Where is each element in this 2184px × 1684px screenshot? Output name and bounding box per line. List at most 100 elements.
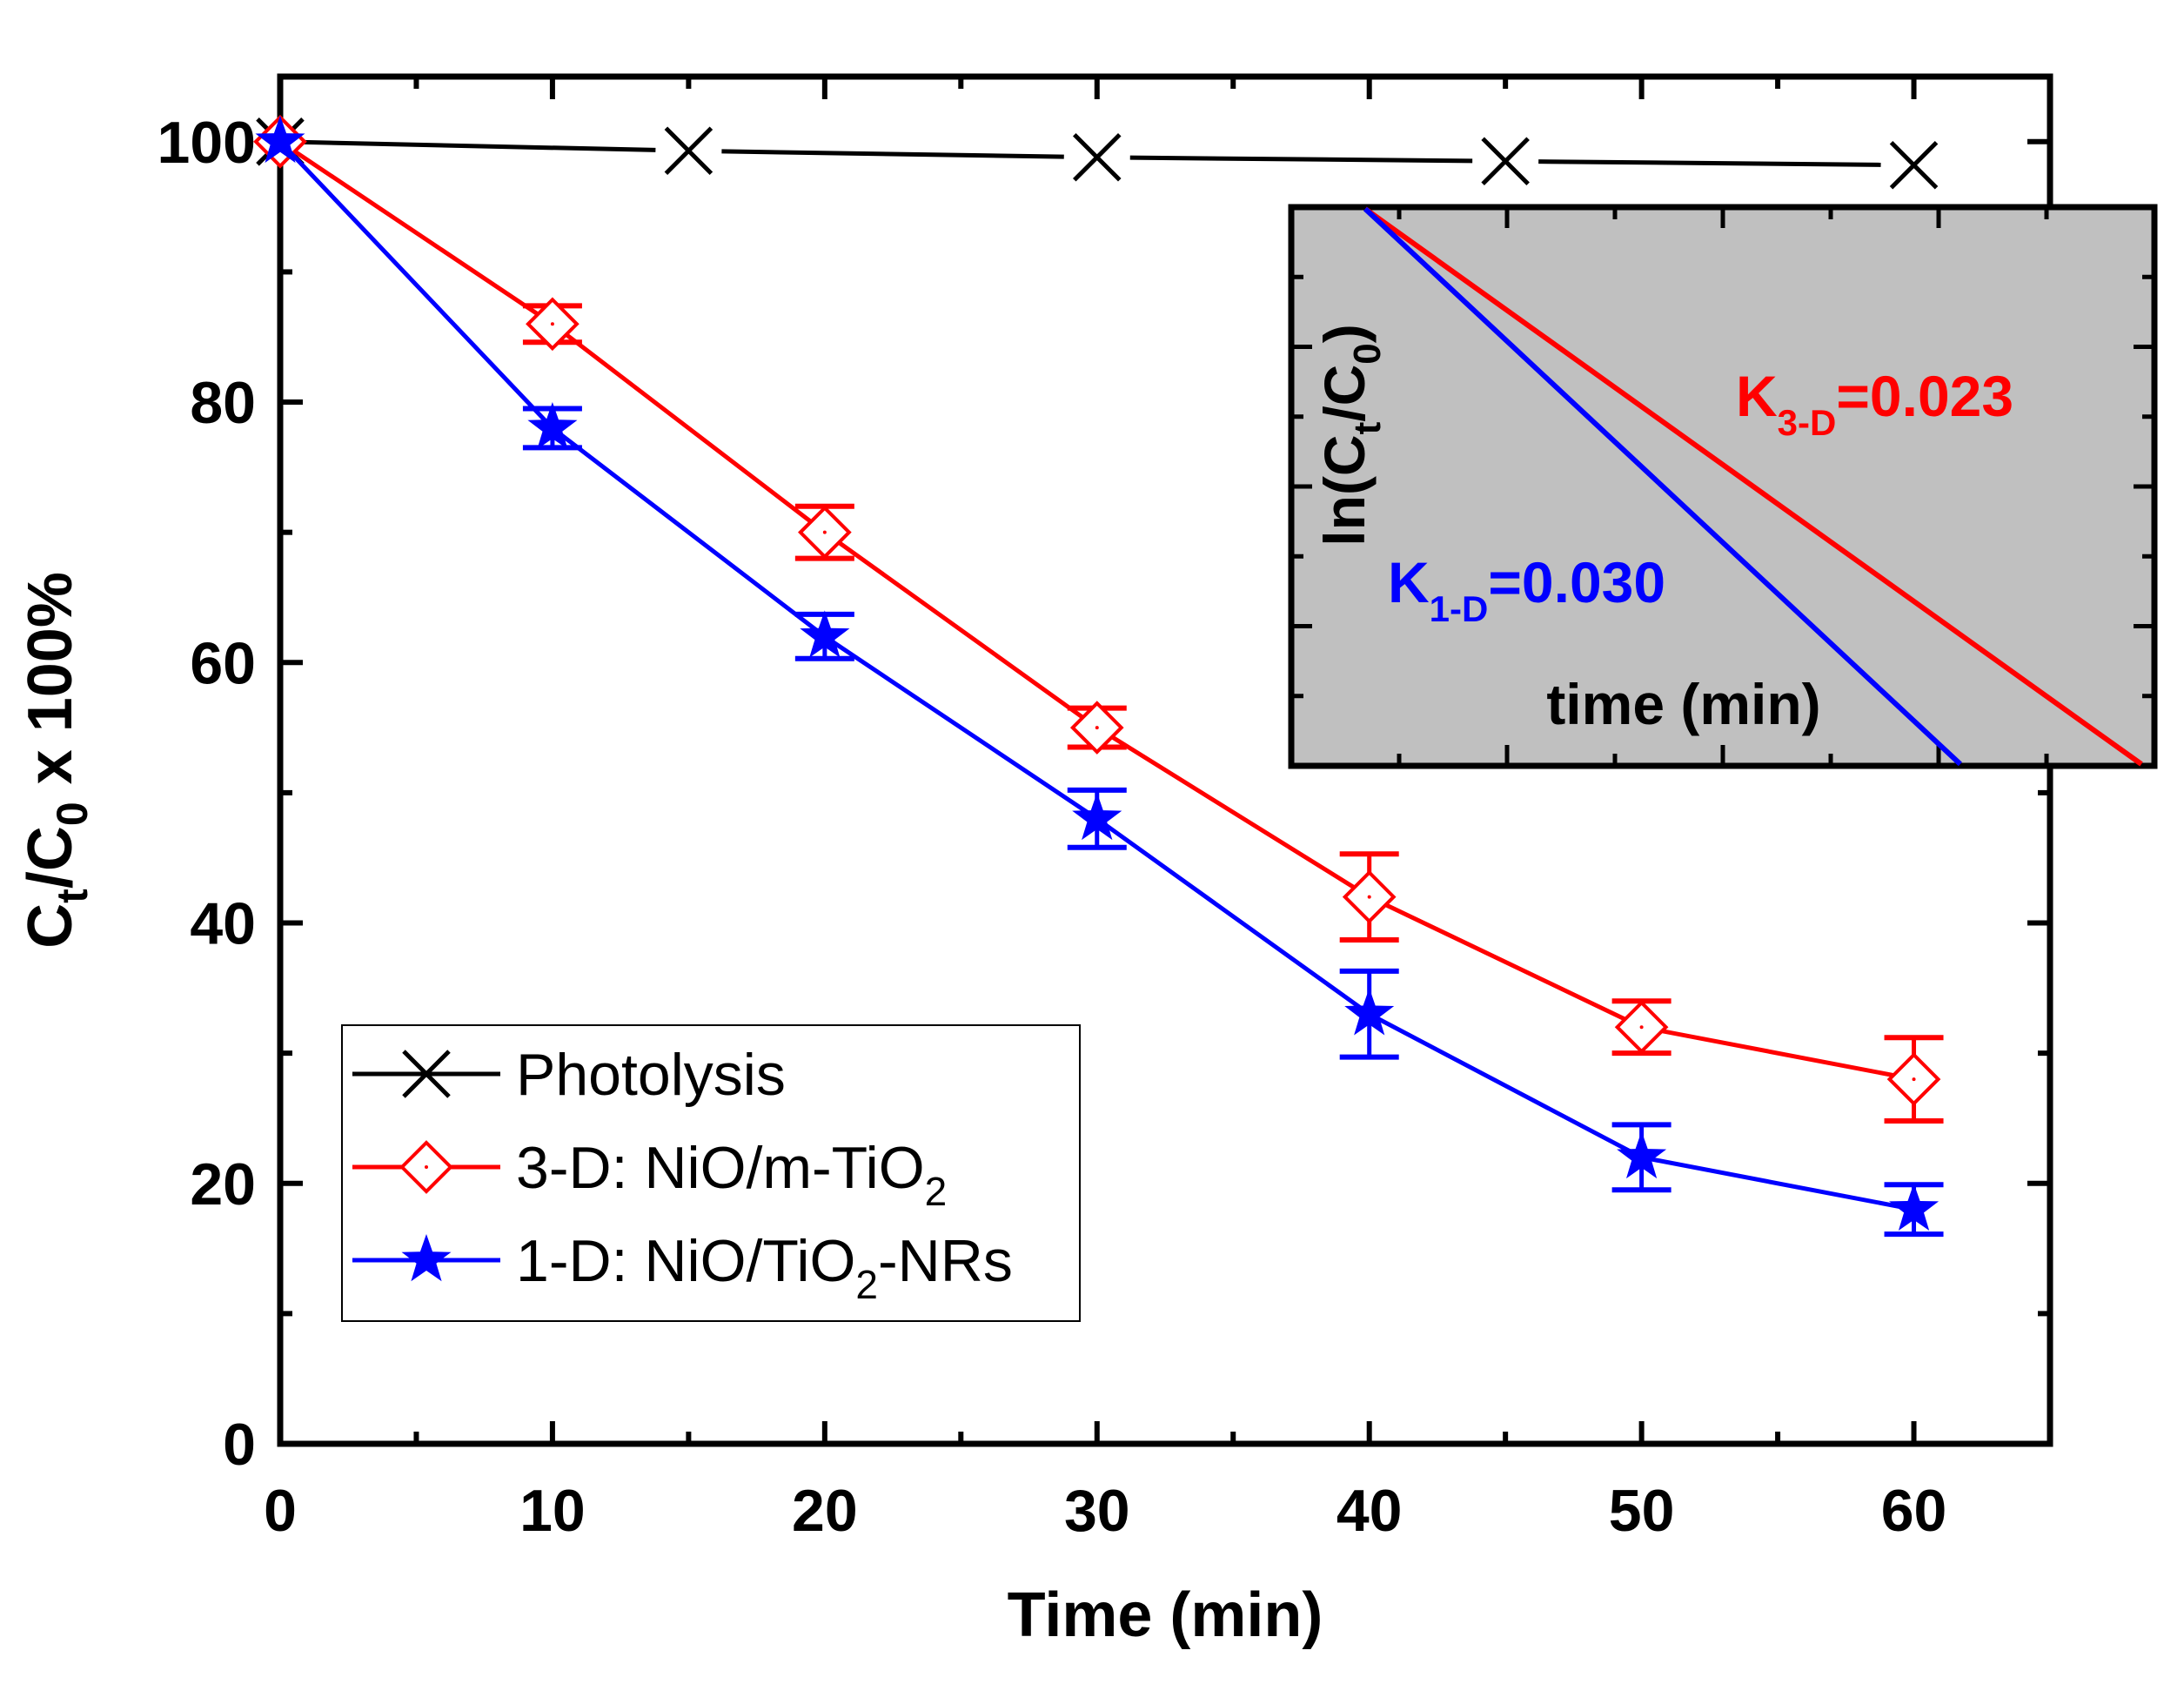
x-tick-label: 40 [1337, 1478, 1403, 1544]
data-point [1073, 132, 1122, 182]
legend-label-subscript: 2 [925, 1169, 948, 1214]
y-tick-label: 0 [223, 1412, 256, 1478]
inset-fit-line-1-D [1363, 206, 1962, 767]
series-line [278, 139, 554, 326]
inset-y-label: ln(Ct/C0) [1312, 324, 1389, 546]
y-tick-label: 80 [190, 370, 256, 436]
x-axis-title: Time (min) [1008, 1580, 1323, 1650]
x-tick-label: 0 [264, 1478, 297, 1544]
marker-center [1912, 1077, 1916, 1082]
series-line [1368, 1012, 1643, 1160]
inset-x-label: time (min) [1546, 672, 1820, 736]
series-line [551, 426, 827, 639]
data-point [255, 115, 305, 164]
series-1 [253, 114, 1944, 1124]
legend-label-part: -NRs [878, 1228, 1013, 1294]
data-point [800, 610, 850, 658]
series-line [278, 140, 554, 430]
marker-center [822, 530, 827, 534]
series-line [1538, 159, 1881, 167]
inset-y-label-subscript: t [1346, 421, 1389, 434]
series-line [1368, 895, 1643, 1030]
inset-y-label-part: ) [1312, 324, 1377, 343]
y-tick-label: 60 [190, 630, 256, 696]
data-point [1069, 701, 1124, 755]
inset-y-label-part: ln(C [1312, 434, 1377, 546]
legend-marker [402, 1050, 451, 1098]
legend-label-part: 3-D: NiO/m-TiO [516, 1135, 925, 1201]
marker-center [1367, 895, 1371, 899]
y-axis-title-subscript: 0 [48, 802, 97, 826]
legend-label-part: Photolysis [516, 1042, 786, 1108]
data-point [1886, 1052, 1941, 1106]
y-axis-title: Ct/C0 x 100% [16, 572, 97, 949]
marker-center [550, 322, 554, 326]
series-line [1129, 155, 1473, 164]
series-line [721, 149, 1064, 159]
data-point [1072, 792, 1122, 841]
data-point [1617, 1130, 1667, 1179]
marker-stroke [664, 126, 713, 176]
data-point [1344, 988, 1395, 1036]
series-line [279, 139, 656, 152]
x-tick-label: 30 [1064, 1478, 1130, 1544]
series-line [1095, 816, 1371, 1016]
inset-annotation-subscript: 3-D [1778, 402, 1837, 443]
x-tick-label: 50 [1609, 1478, 1675, 1544]
inset-y-label-subscript: 0 [1346, 343, 1389, 364]
marker-stroke [402, 1050, 451, 1098]
y-tick-label: 40 [190, 891, 256, 957]
series-line [823, 634, 1099, 821]
data-point [664, 126, 713, 176]
series-line [1641, 1024, 1915, 1082]
marker-center [1095, 726, 1099, 730]
legend-label: Photolysis [516, 1042, 786, 1108]
data-point [526, 297, 579, 352]
marker-stroke [1481, 137, 1530, 186]
inset-annotation-part: K [1736, 364, 1778, 428]
y-tick-label: 100 [157, 110, 256, 176]
inset-annotation-part: =0.023 [1836, 364, 2013, 428]
inset-y-label-part: /C [1312, 365, 1377, 422]
inset-annotation-part: =0.030 [1488, 550, 1665, 614]
legend-label: 1-D: NiO/TiO2-NRs [516, 1228, 1013, 1307]
legend-marker [401, 1234, 452, 1282]
inset-fit-line-3-D [1363, 206, 2143, 767]
inset-annotation: K3-D=0.023 [1736, 364, 2013, 443]
x-tick-label: 20 [792, 1478, 858, 1544]
marker-stroke [1889, 140, 1939, 190]
data-point [798, 505, 852, 560]
legend-marker [399, 1140, 453, 1194]
y-axis-title-part: C [16, 903, 85, 949]
marker-center [425, 1165, 428, 1169]
series-line [551, 322, 827, 534]
series-line [1641, 1155, 1915, 1212]
legend-label-part: 1-D: NiO/TiO [516, 1228, 855, 1294]
data-point [527, 402, 578, 450]
legend-label: 3-D: NiO/m-TiO2 [516, 1135, 947, 1214]
series-line [1095, 725, 1371, 899]
inset-annotation: K1-D=0.030 [1388, 550, 1665, 629]
data-point [1342, 869, 1397, 924]
y-axis-title-subscript: t [48, 889, 97, 903]
inset-annotation-part: K [1388, 550, 1430, 614]
y-axis-title-part: x 100% [16, 572, 85, 802]
inset-annotation-subscript: 1-D [1430, 588, 1489, 629]
x-tick-label: 10 [519, 1478, 586, 1544]
marker-stroke [1073, 132, 1122, 182]
series-2 [255, 115, 1944, 1238]
legend-label-subscript: 2 [855, 1262, 878, 1307]
x-tick-label: 60 [1881, 1478, 1947, 1544]
series-0 [256, 117, 1939, 190]
data-point [1614, 1000, 1669, 1055]
data-point [1889, 1183, 1939, 1231]
data-point [1481, 137, 1530, 186]
marker-center [1639, 1025, 1644, 1030]
y-axis-title-part: /C [16, 826, 85, 889]
y-tick-label: 20 [190, 1151, 256, 1218]
data-point [1889, 140, 1939, 190]
